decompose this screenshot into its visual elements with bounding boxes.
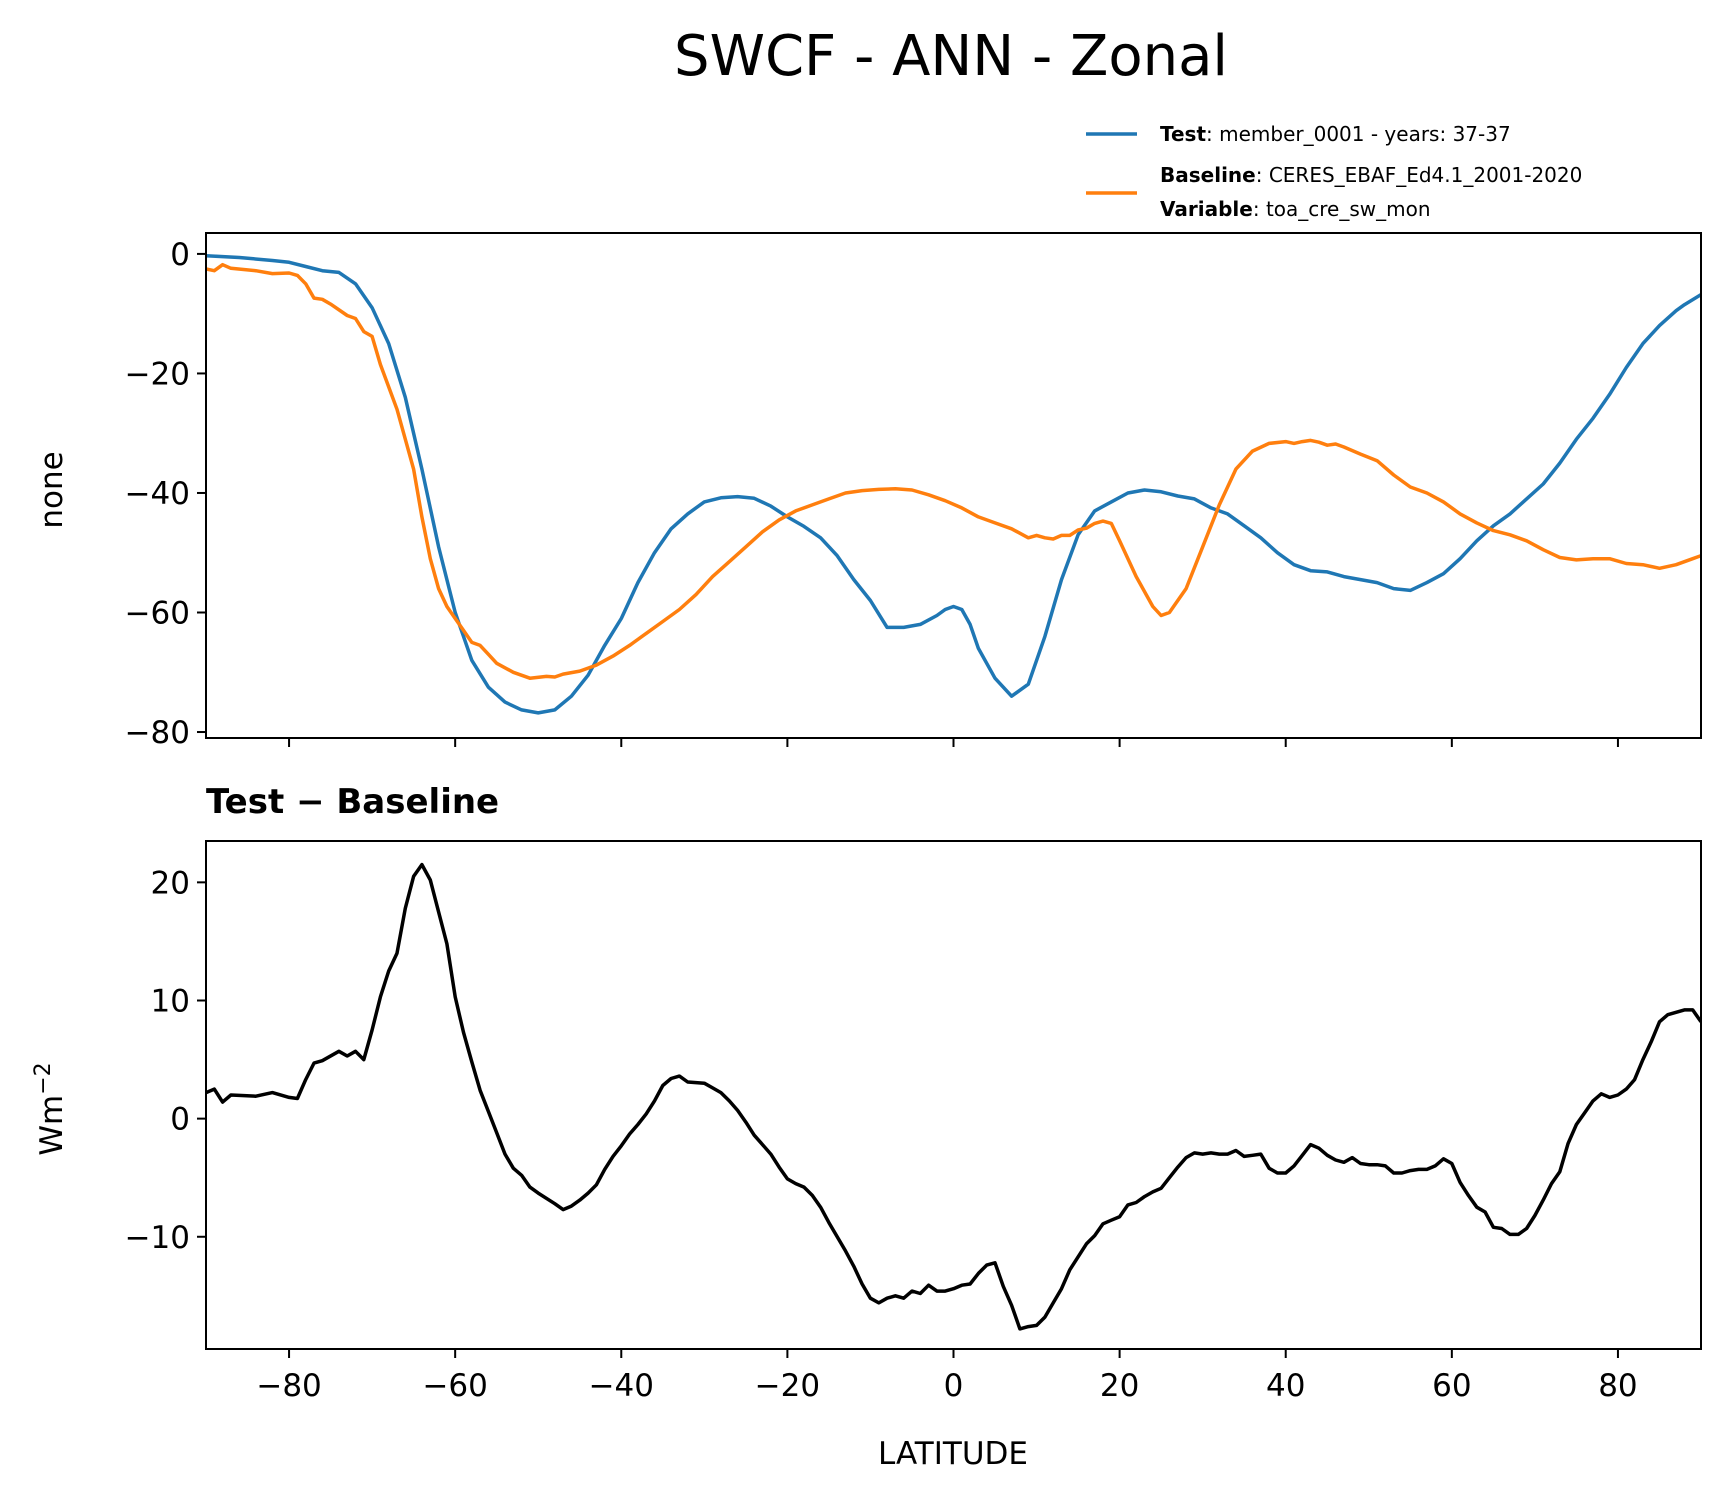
bottom-ytick-label: 0 [170,1102,190,1138]
legend-test-text: : member_0001 - years: 37-37 [1206,122,1511,146]
figure-title: SWCF - ANN - Zonal [674,24,1228,89]
bottom-ytick-label: −10 [125,1220,190,1256]
top-ytick-label: −60 [125,595,190,631]
top-yticks: 0 −20 −40 −60 −80 [125,237,206,751]
x-axis-label: LATITUDE [878,1436,1028,1472]
bottom-ytick-label: 20 [151,865,190,901]
bottom-xtick-label: −20 [755,1368,820,1404]
top-series-baseline [206,262,1701,680]
top-panel: none 0 −20 −40 −60 −80 [34,232,1702,751]
bottom-xtick-label: −80 [256,1368,321,1404]
bottom-series-test-baseline [206,862,1701,1331]
top-ytick-label: −40 [125,476,190,512]
legend-test-label: Test [1160,122,1206,146]
bottom-xtick-label: 20 [1100,1368,1139,1404]
legend-test: Test: member_0001 - years: 37-37 [1160,122,1511,146]
top-ytick-label: −80 [125,715,190,751]
bottom-series [206,862,1701,1331]
legend-baseline-label: Baseline [1160,163,1256,187]
bottom-ylabel: Wm−2 [31,1062,70,1155]
top-axes-frame [205,232,1702,739]
top-series [206,253,1701,715]
bottom-xtick-label: 60 [1432,1368,1471,1404]
legend-baseline: Baseline: CERES_EBAF_Ed4.1_2001-2020 [1160,163,1582,187]
legend-variable-text: : toa_cre_sw_mon [1253,197,1431,221]
bottom-axes-frame [205,840,1702,1350]
legend-variable: Variable: toa_cre_sw_mon [1160,197,1431,221]
top-ylabel: none [34,451,70,528]
bottom-xtick-label: −40 [589,1368,654,1404]
top-series-test [206,253,1701,715]
top-ytick-label: 0 [170,237,190,273]
bottom-xtick-label: 80 [1598,1368,1637,1404]
bottom-ylabel-base: Wm [34,1095,70,1156]
bottom-xtick-label: −60 [422,1368,487,1404]
legend-baseline-text: : CERES_EBAF_Ed4.1_2001-2020 [1256,163,1583,187]
bottom-ylabel-exponent: −2 [31,1062,56,1094]
top-xticks [288,738,1619,747]
bottom-xtick-label: 0 [944,1368,964,1404]
bottom-yticks: 20 10 0 −10 [125,865,206,1256]
bottom-subtitle: Test − Baseline [206,782,499,822]
bottom-xtick-label: 40 [1266,1368,1305,1404]
top-ytick-label: −20 [125,356,190,392]
legend: Test: member_0001 - years: 37-37 Baselin… [1086,122,1582,221]
legend-variable-label: Variable [1160,197,1253,221]
bottom-ytick-label: 10 [151,983,190,1019]
bottom-xticks: −80 −60 −40 −20 0 20 40 60 80 [256,1349,1638,1404]
